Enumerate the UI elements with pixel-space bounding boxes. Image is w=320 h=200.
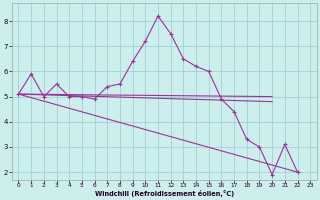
X-axis label: Windchill (Refroidissement éolien,°C): Windchill (Refroidissement éolien,°C) [95, 190, 234, 197]
